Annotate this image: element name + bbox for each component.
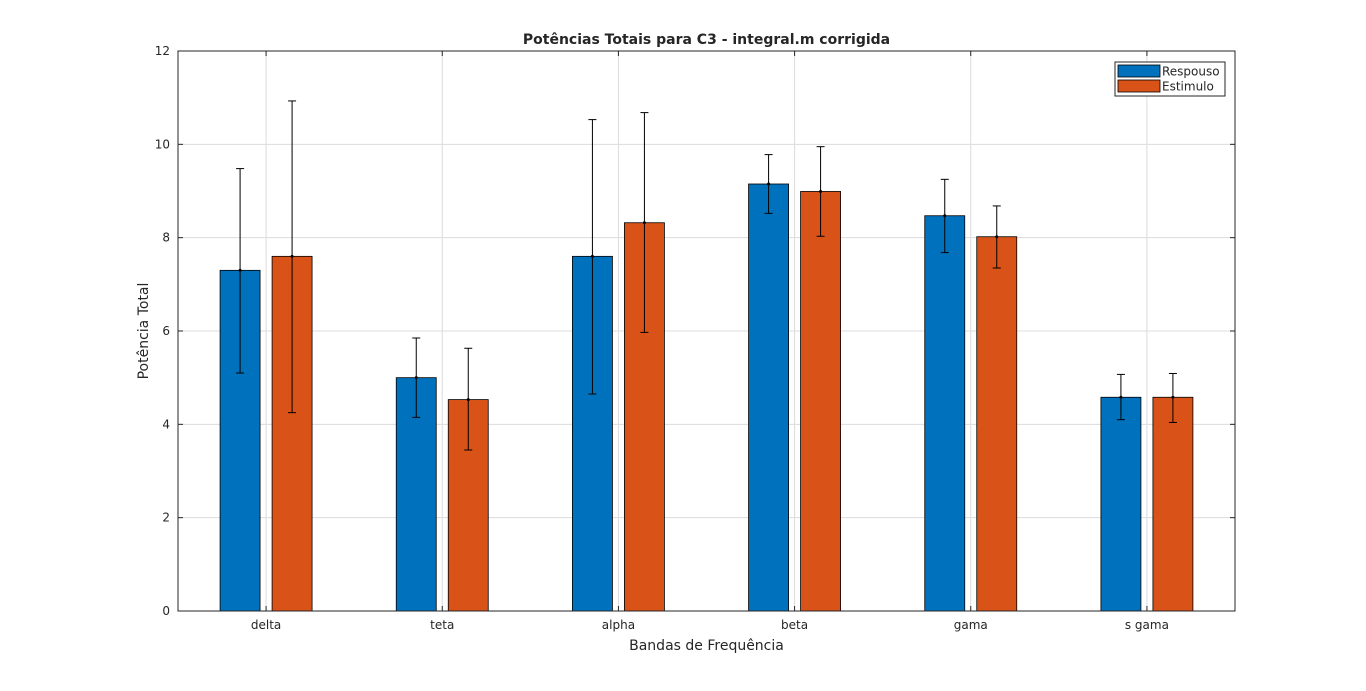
mean-marker — [466, 398, 470, 402]
y-axis-label: Potência Total — [136, 283, 152, 380]
bar-respouso-s-gama — [1100, 396, 1142, 612]
x-tick-label-alpha: alpha — [602, 618, 635, 632]
bar-estimulo-gama — [976, 236, 1018, 612]
chart-title: Potências Totais para C3 - integral.m co… — [523, 32, 890, 48]
y-tick-label: 2 — [162, 511, 170, 525]
x-tick-label-delta: delta — [251, 618, 281, 632]
mean-marker — [238, 268, 242, 272]
legend-label-respouso: Respouso — [1162, 65, 1220, 79]
y-tick-label: 0 — [162, 604, 170, 618]
grid-lines — [178, 50, 1235, 612]
mean-marker — [767, 182, 771, 186]
mean-marker — [995, 235, 999, 239]
error-bars — [236, 100, 1177, 451]
bar-series — [219, 183, 1194, 612]
mean-marker — [590, 254, 594, 258]
mean-marker — [642, 221, 646, 225]
x-tick-label-s-gama: s gama — [1125, 618, 1169, 632]
mean-marker — [943, 214, 947, 218]
mean-marker — [414, 376, 418, 380]
axis-ticks: 0 2 4 6 8 10 12 delta teta alpha beta gama s gama — [155, 44, 1235, 632]
y-tick-label: 6 — [162, 324, 170, 338]
x-tick-label-gama: gama — [954, 618, 988, 632]
bar-estimulo-s-gama — [1152, 396, 1194, 612]
legend-swatch-respouso — [1117, 64, 1161, 78]
mean-marker — [290, 254, 294, 258]
x-axis-label: Bandas de Frequência — [629, 638, 784, 654]
y-tick-label: 10 — [155, 137, 170, 151]
bar-respouso-gama — [924, 215, 966, 612]
x-tick-label-beta: beta — [781, 618, 808, 632]
bar-respouso-beta — [748, 183, 789, 612]
x-tick-label-teta: teta — [430, 618, 454, 632]
y-tick-label: 8 — [162, 231, 170, 245]
mean-marker — [819, 189, 823, 193]
y-tick-label: 12 — [155, 44, 170, 58]
mean-marker — [1119, 395, 1123, 399]
legend-swatch-estimulo — [1117, 79, 1161, 93]
legend-label-estimulo: Estimulo — [1162, 80, 1214, 94]
mean-marker — [1171, 395, 1175, 399]
bar-estimulo-beta — [800, 191, 841, 612]
y-tick-label: 4 — [162, 417, 170, 431]
